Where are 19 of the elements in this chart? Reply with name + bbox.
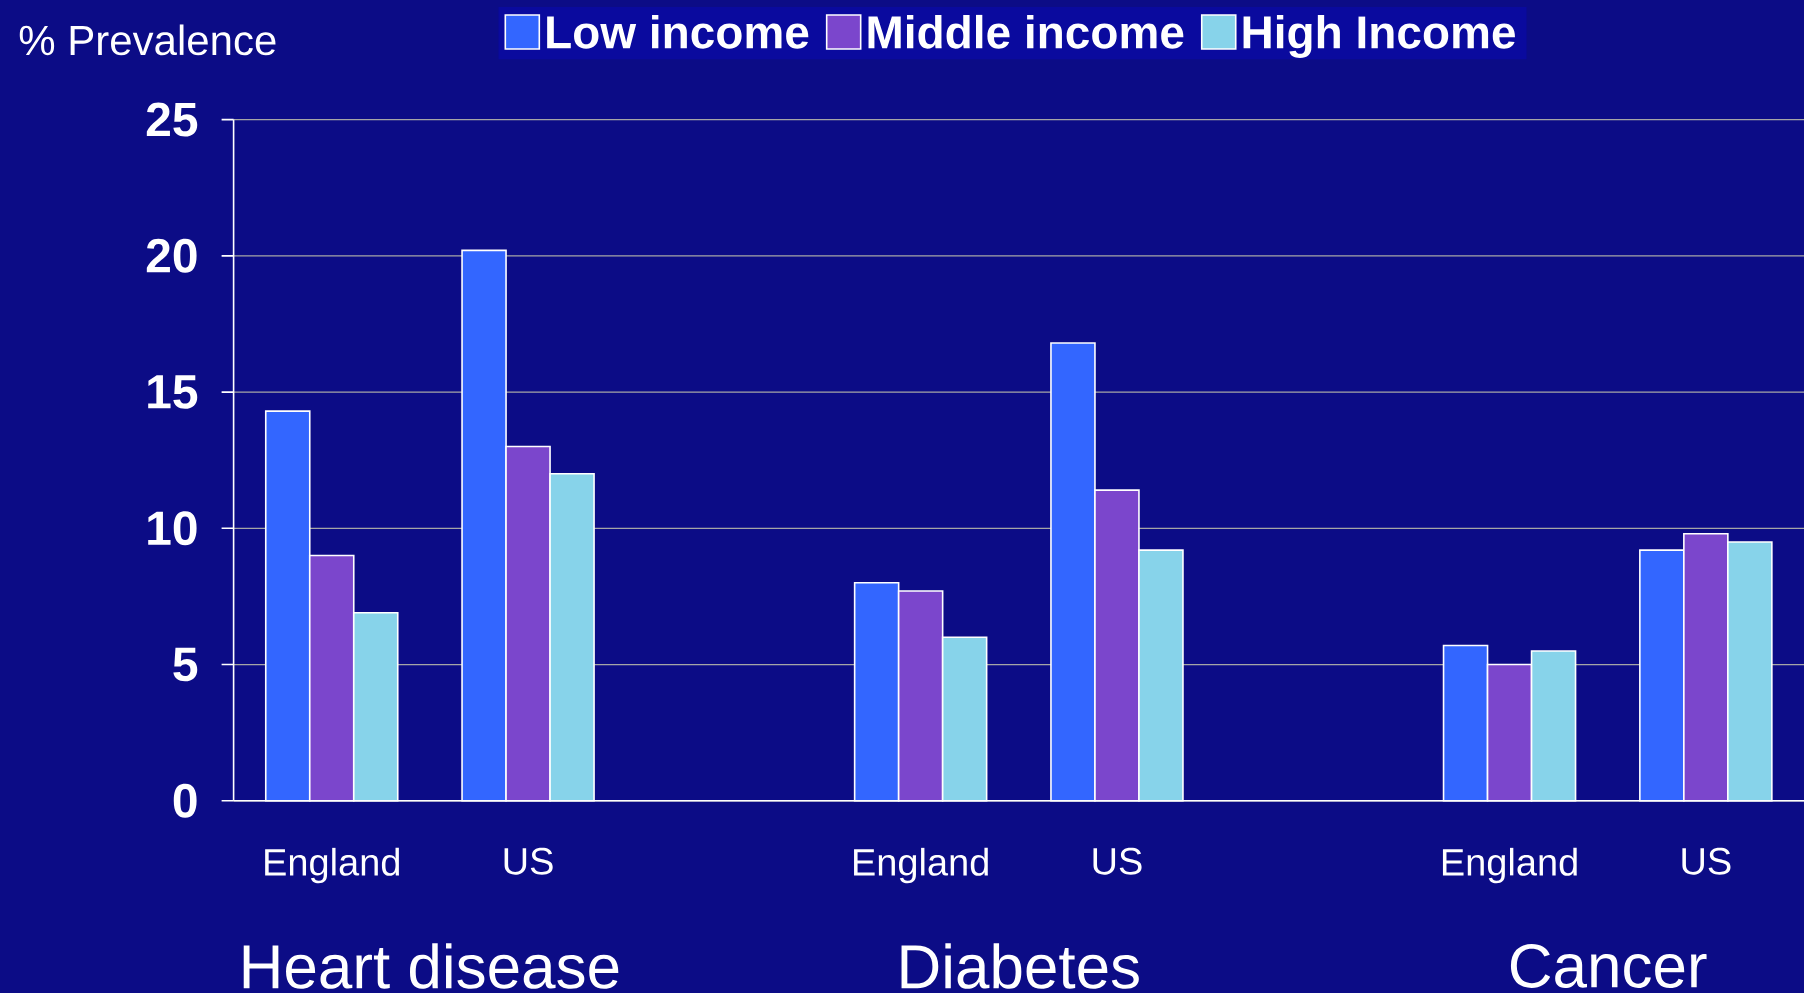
y-tick-label: 10 xyxy=(148,511,197,546)
legend-label: High Income xyxy=(1243,14,1515,58)
x-tick-label: England xyxy=(1442,847,1577,884)
x-tick-label: US xyxy=(504,847,553,875)
y-axis-title: % Prevalence xyxy=(19,24,276,56)
x-tick-label: England xyxy=(854,847,988,884)
x-tick-label: US xyxy=(1093,847,1142,875)
legend-label: Low income xyxy=(547,14,809,49)
text: Cancer xyxy=(1510,944,1707,988)
legend-label: Middle income xyxy=(868,14,1184,49)
y-tick-label: 25 xyxy=(146,102,198,137)
y-tick-label: 20 xyxy=(146,238,197,273)
text: Diabetes xyxy=(901,943,1139,989)
x-tick-label: US xyxy=(1682,847,1731,875)
y-tick-label: 0 xyxy=(173,783,197,818)
x-tick-label: England xyxy=(265,847,399,884)
text: Heart disease xyxy=(243,943,619,989)
y-tick-label: 15 xyxy=(148,375,198,409)
y-tick-label: 5 xyxy=(173,647,198,682)
